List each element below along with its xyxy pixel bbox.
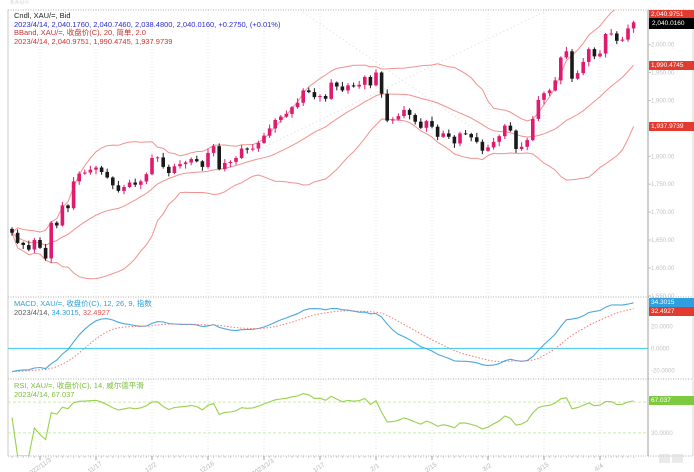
corner-watermark bbox=[659, 450, 687, 463]
svg-text:11/17: 11/17 bbox=[87, 460, 104, 472]
bband-lower-box: 1,937.9739 bbox=[649, 121, 694, 131]
macd-signal-box: 32.4927 bbox=[649, 307, 694, 317]
svg-text:1,800.00: 1,800.00 bbox=[651, 154, 675, 160]
svg-text:0.0000: 0.0000 bbox=[651, 346, 670, 352]
rsi-legend-value: 2023/4/14, 67.037 bbox=[14, 389, 75, 399]
svg-text:20.0000: 20.0000 bbox=[651, 325, 673, 331]
svg-text:1,650.00: 1,650.00 bbox=[651, 238, 675, 244]
svg-text:2023/1/3: 2023/1/3 bbox=[251, 457, 276, 472]
svg-text:-20.0000: -20.0000 bbox=[651, 368, 675, 374]
svg-text:3/15: 3/15 bbox=[536, 461, 551, 472]
bband-upper-box: 2,040.9751 bbox=[649, 10, 694, 19]
svg-text:2022/11/3: 2022/11/3 bbox=[25, 457, 53, 472]
svg-text:2/1: 2/1 bbox=[369, 462, 381, 472]
svg-text:30.0000: 30.0000 bbox=[651, 431, 673, 437]
svg-text:12/16: 12/16 bbox=[198, 460, 216, 472]
rsi-legend-params: RSI, XAU/=, 收盘价(C), 14, 威尔德平滑 bbox=[14, 381, 144, 390]
macd-legend-date: 2023/4/14, bbox=[14, 307, 50, 317]
window-title-note: XAU= bbox=[10, 0, 30, 6]
svg-text:1,950.00: 1,950.00 bbox=[651, 71, 675, 77]
svg-text:1,700.00: 1,700.00 bbox=[651, 210, 675, 216]
macd-legend-params: MACD, XAU/=, 收盘价(C), 12, 26, 9, 指数 bbox=[14, 299, 152, 308]
macd-signal-value: 32.4927 bbox=[82, 307, 110, 317]
svg-text:2,000.00: 2,000.00 bbox=[651, 43, 675, 49]
bband-legend-params: BBand, XAU/=, 收盘价(C), 20, 简单, 2.0 bbox=[14, 28, 146, 37]
macd-legend: MACD, XAU/=, 收盘价(C), 12, 26, 9, 指数 2023/… bbox=[14, 299, 152, 318]
macd-legend-values: 2023/4/14, 34.3015, 32.4927 bbox=[14, 307, 152, 318]
svg-text:1,750.00: 1,750.00 bbox=[651, 182, 675, 188]
rsi-value-box: 67.037 bbox=[649, 396, 694, 406]
svg-text:12/2: 12/2 bbox=[144, 461, 159, 472]
svg-text:4/4: 4/4 bbox=[593, 462, 605, 472]
main-legend-ohlc: 2023/4/14, 2,040.1760, 2,040.7460, 2,038… bbox=[14, 19, 281, 29]
svg-text:1,900.00: 1,900.00 bbox=[651, 99, 675, 105]
svg-text:1,600.00: 1,600.00 bbox=[651, 266, 675, 272]
main-legend-series: Cndl, XAU/=, Bid bbox=[14, 11, 71, 20]
macd-legend-value: 34.3015, bbox=[51, 307, 81, 317]
svg-text:3/2: 3/2 bbox=[481, 462, 493, 472]
bband-legend-values: 2023/4/14, 2,040.9751, 1,990.4745, 1,937… bbox=[14, 36, 173, 46]
svg-text:1/17: 1/17 bbox=[312, 461, 327, 472]
rsi-legend: RSI, XAU/=, 收盘价(C), 14, 威尔德平滑 2023/4/14,… bbox=[14, 381, 144, 399]
bband-middle-box: 1,990.4745 bbox=[649, 60, 694, 70]
main-legend: Cndl, XAU/=, Bid 2023/4/14, 2,040.1760, … bbox=[14, 11, 281, 46]
svg-text:1,550.00: 1,550.00 bbox=[651, 294, 675, 300]
svg-text:2/15: 2/15 bbox=[424, 461, 439, 472]
macd-value-box: 34.3015 bbox=[649, 298, 694, 308]
close-price-box: 2,040.0160 bbox=[649, 17, 694, 29]
